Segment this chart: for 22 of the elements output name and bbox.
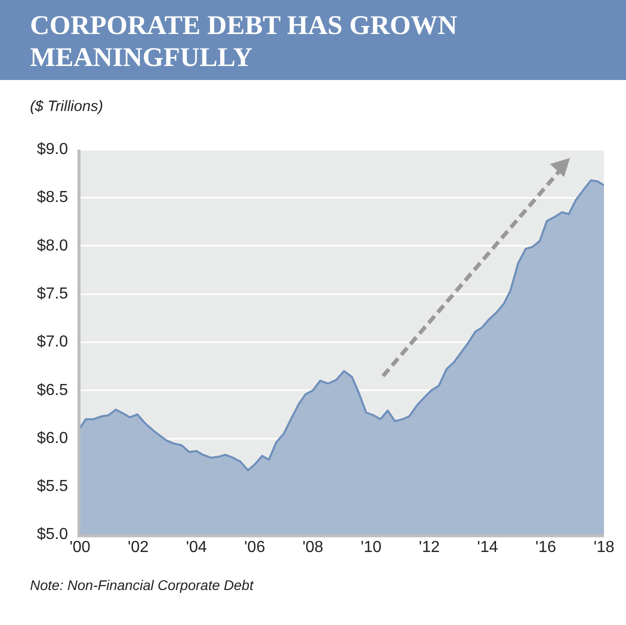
x-tick-label: '18 <box>594 538 615 556</box>
x-tick-label: '16 <box>535 538 556 556</box>
y-tick-label: $8.0 <box>36 237 68 254</box>
x-tick-label: '08 <box>302 538 324 556</box>
y-axis-title: ($ Trillions) <box>30 98 104 115</box>
x-tick-label: '10 <box>360 538 382 556</box>
y-tick-label: $5.5 <box>36 478 68 496</box>
chart-title: CORPORATE DEBT HAS GROWN MEANINGFULLY <box>0 0 626 80</box>
y-tick-label: $6.5 <box>36 382 68 399</box>
text: Note: Non-Financial Corporate Debt <box>30 577 254 593</box>
y-tick-label: $7.0 <box>36 334 68 351</box>
x-tick-label: '06 <box>244 538 266 556</box>
y-tick-label: $5.0 <box>36 526 68 544</box>
y-tick-label: $6.0 <box>36 430 68 447</box>
x-tick-label: '00 <box>70 538 91 556</box>
x-tick-label: '12 <box>418 538 440 556</box>
y-tick-label: $9.0 <box>36 141 68 158</box>
x-tick-label: '14 <box>477 538 498 556</box>
x-tick-label: '04 <box>186 538 207 556</box>
y-tick-label: $8.5 <box>36 189 68 206</box>
x-tick-label: '02 <box>128 538 149 556</box>
y-tick-label: $7.5 <box>36 285 68 302</box>
